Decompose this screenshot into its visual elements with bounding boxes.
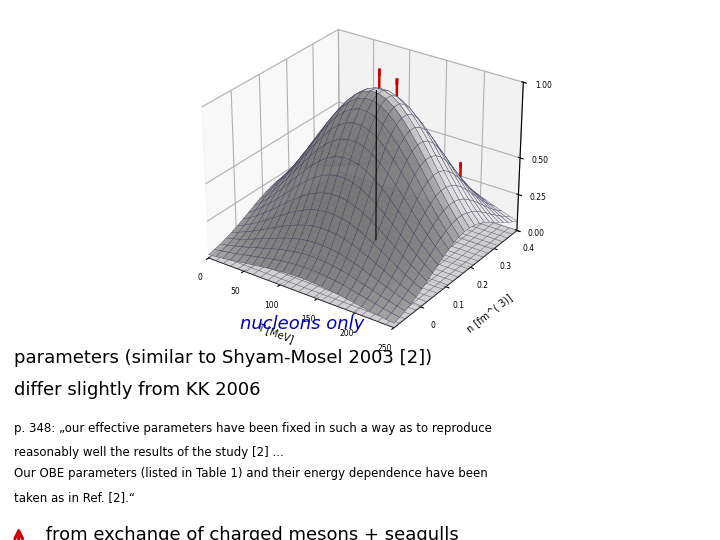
Y-axis label: n [fm^( 3)]: n [fm^( 3)] [465,292,514,334]
Text: reasonably well the results of the study [2] ...: reasonably well the results of the study… [14,446,284,459]
Text: nucleons only: nucleons only [240,315,364,333]
Text: parameters (similar to Shyam-Mosel 2003 [2]): parameters (similar to Shyam-Mosel 2003 … [14,349,433,367]
Text: from exchange of charged mesons + seagulls: from exchange of charged mesons + seagul… [40,526,459,540]
Text: taken as in Ref. [2].“: taken as in Ref. [2].“ [14,491,135,504]
Text: p. 348: „our effective parameters have been fixed in such a way as to reproduce: p. 348: „our effective parameters have b… [14,422,492,435]
Text: Our OBE parameters (listed in Table 1) and their energy dependence have been: Our OBE parameters (listed in Table 1) a… [14,467,488,480]
X-axis label: T [MeV]: T [MeV] [256,322,295,345]
Text: differ slightly from KK 2006: differ slightly from KK 2006 [14,381,261,399]
